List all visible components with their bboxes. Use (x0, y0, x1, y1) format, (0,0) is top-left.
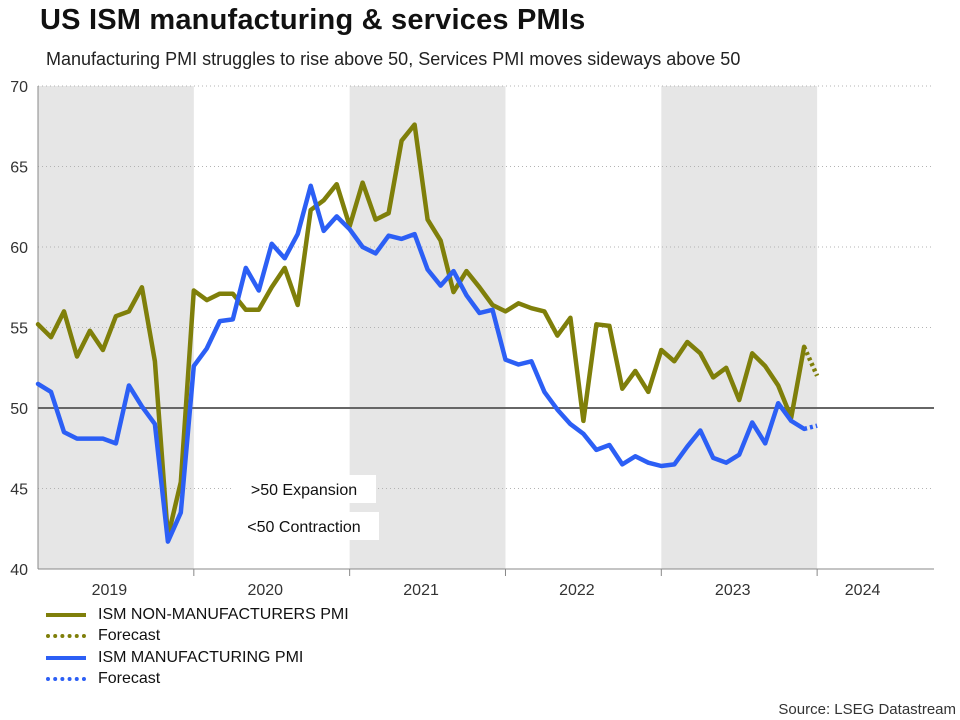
annotation-box (229, 512, 379, 540)
pmi-line-chart: 40 45 50 55 60 65 70 2019 2020 2021 2022 2023 2024 >5… (10, 79, 934, 599)
y-tick-label: 60 (10, 240, 28, 257)
y-tick-label: 45 (10, 482, 28, 499)
annotation-contraction: <50 Contraction (247, 519, 360, 536)
y-tick-label: 55 (10, 321, 28, 338)
x-year-label: 2024 (845, 582, 881, 599)
legend-item-manufacturing: ISM MANUFACTURING PMI (46, 647, 349, 669)
y-tick-label: 40 (10, 562, 28, 579)
year-shade-band (38, 86, 194, 569)
legend-label-manufacturing: ISM MANUFACTURING PMI (98, 648, 304, 666)
x-year-label: 2021 (403, 582, 439, 599)
y-tick-label: 50 (10, 401, 28, 418)
legend-label-manufacturing-forecast: Forecast (98, 670, 161, 688)
source-note: Source: LSEG Datastream (778, 701, 956, 718)
x-year-label: 2023 (715, 582, 751, 599)
legend-swatch-manufacturing-forecast (46, 677, 86, 682)
legend-label-services-forecast: Forecast (98, 627, 161, 645)
series-line-manufacturing (35, 183, 807, 544)
legend-swatch-manufacturing (46, 655, 86, 660)
legend-swatch-services (46, 612, 86, 617)
y-tick-label: 70 (10, 79, 28, 96)
legend-swatch-services-forecast (46, 634, 86, 639)
chart-subtitle: Manufacturing PMI struggles to rise abov… (46, 49, 741, 69)
x-year-label: 2019 (92, 582, 128, 599)
legend: ISM NON-MANUFACTURERS PMI Forecast ISM M… (46, 604, 349, 690)
chart-title: US ISM manufacturing & services PMIs (40, 4, 586, 36)
annotation-box (232, 475, 376, 503)
year-shade-band (661, 86, 818, 569)
legend-label-services: ISM NON-MANUFACTURERS PMI (98, 605, 349, 623)
legend-item-manufacturing-forecast: Forecast (46, 669, 349, 691)
legend-item-services-forecast: Forecast (46, 626, 349, 648)
y-tick-label: 65 (10, 160, 28, 177)
x-year-label: 2022 (559, 582, 595, 599)
legend-item-services: ISM NON-MANUFACTURERS PMI (46, 604, 349, 626)
x-year-label: 2020 (247, 582, 283, 599)
series-forecast-services (802, 345, 820, 377)
series-forecast-manufacturing (803, 423, 818, 432)
annotation-expansion: >50 Expansion (251, 482, 357, 499)
